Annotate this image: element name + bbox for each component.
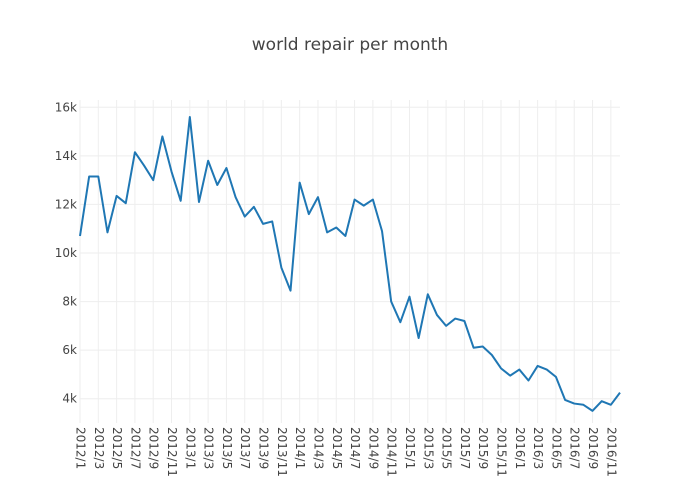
x-tick-label: 2012/5 <box>110 427 124 469</box>
x-tick-label: 2015/5 <box>440 427 454 469</box>
y-tick-label: 4k <box>62 392 77 406</box>
x-tick-label: 2016/9 <box>586 427 600 469</box>
x-tick-label: 2013/3 <box>202 427 216 469</box>
x-tick-label: 2014/7 <box>348 427 362 469</box>
x-tick-label: 2012/7 <box>128 427 142 469</box>
x-tick-label: 2013/11 <box>275 427 289 477</box>
x-tick-label: 2015/9 <box>476 427 490 469</box>
x-tick-label: 2014/9 <box>366 427 380 469</box>
x-tick-label: 2015/3 <box>421 427 435 469</box>
x-tick-label: 2015/11 <box>495 427 509 477</box>
chart-title: world repair per month <box>252 35 448 55</box>
x-tick-label: 2012/9 <box>147 427 161 469</box>
x-tick-label: 2014/1 <box>293 427 307 469</box>
y-tick-label: 14k <box>55 149 77 163</box>
y-axis-ticks: 4k 6k 8k 10k 12k 14k 16k <box>55 100 77 405</box>
y-grid <box>80 106 620 400</box>
y-tick-label: 10k <box>55 246 77 260</box>
x-axis-ticks: 2012/1 2012/3 2012/5 2012/7 2012/9 2012/11 201… <box>74 427 619 477</box>
y-tick-label: 16k <box>55 100 77 114</box>
x-tick-label: 2013/5 <box>220 427 234 469</box>
x-tick-label: 2016/7 <box>568 427 582 469</box>
x-grid <box>79 100 612 423</box>
x-tick-label: 2016/1 <box>513 427 527 469</box>
x-tick-label: 2013/9 <box>257 427 271 469</box>
x-tick-label: 2012/3 <box>92 427 106 469</box>
series-line <box>79 116 621 412</box>
y-tick-label: 12k <box>55 197 77 211</box>
x-tick-label: 2013/7 <box>238 427 252 469</box>
x-tick-label: 2014/5 <box>330 427 344 469</box>
x-tick-label: 2015/1 <box>403 427 417 469</box>
x-tick-label: 2013/1 <box>183 427 197 469</box>
x-tick-label: 2016/3 <box>531 427 545 469</box>
x-tick-label: 2012/11 <box>165 427 179 477</box>
x-tick-label: 2014/11 <box>385 427 399 477</box>
y-tick-label: 6k <box>62 343 77 357</box>
y-tick-label: 8k <box>62 295 77 309</box>
x-tick-label: 2016/5 <box>549 427 563 469</box>
x-tick-label: 2016/11 <box>604 427 618 477</box>
x-tick-label: 2012/1 <box>74 427 88 469</box>
x-tick-label: 2015/7 <box>458 427 472 469</box>
x-tick-label: 2014/3 <box>311 427 325 469</box>
